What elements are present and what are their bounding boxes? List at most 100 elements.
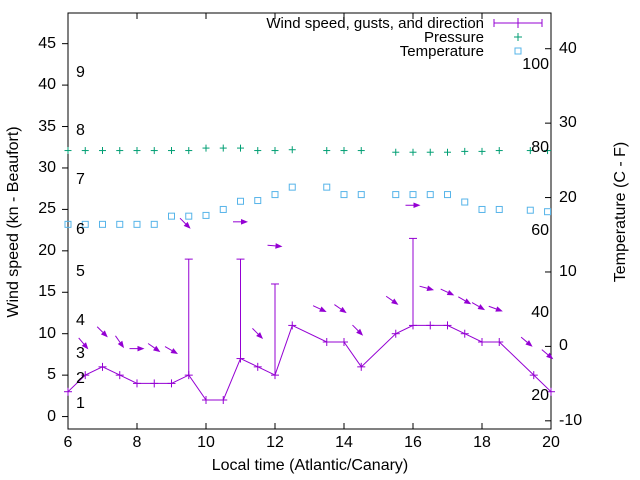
x-tick-label: 8 [132,434,142,451]
temperature-point [288,183,296,191]
y-left-tick-label: 5 [47,366,56,384]
x-tick-label: 10 [197,434,215,451]
fahrenheit-scale-label: 80 [531,138,549,156]
wind-direction-arrow-icon [183,221,191,229]
legend-row-temperature: Temperature [266,42,544,60]
wind-direction-arrow-shaft [385,295,393,302]
wind-direction-arrow-shaft [267,244,276,247]
y-right-tick-label: 10 [559,262,577,280]
y-left-tick-label: 40 [38,76,56,94]
wind-direction-arrow-icon [275,243,283,249]
wind-direction-arrow-icon [413,202,421,209]
wind-direction-arrow-icon [446,289,455,296]
temperature-point [237,197,244,205]
temperature-point [168,212,175,220]
temperature-point [133,220,141,228]
plot-area [62,12,555,430]
wind-direction-arrow-shaft [179,217,187,225]
wind-direction-arrow-shaft [440,288,449,293]
beaufort-scale-label: 8 [76,121,85,139]
wind-direction-arrow-shaft [471,302,480,308]
wind-direction-arrow-shaft [520,336,528,343]
temperature-point [426,191,434,199]
temperature-point [99,220,106,228]
wind-direction-arrow-icon [339,306,347,314]
wind-direction-arrow-icon [100,330,108,338]
beaufort-scale-label: 7 [76,171,85,189]
wind-direction-arrow-shaft [419,285,428,289]
wind-direction-arrow-icon [256,332,264,340]
temperature-point [219,205,227,213]
wind-direction-arrow-shaft [164,346,173,351]
legend-sample-pressure-icon [492,31,544,43]
y-right-tick-label: 40 [559,39,577,57]
temperature-point [340,191,348,199]
beaufort-scale-label: 9 [76,63,85,81]
wind-direction-arrow-shaft [252,328,259,335]
beaufort-scale-label: 3 [76,345,85,363]
wind-direction-arrow-icon [463,298,472,305]
temperature-point [254,197,262,205]
temperature-point [357,191,365,199]
wind-direction-arrow-icon [391,298,399,305]
x-tick-label: 18 [473,434,491,451]
y-right-tick-label: 30 [559,114,577,132]
wind-direction-arrow-shaft [312,305,321,310]
wind-direction-arrow-icon [137,345,145,352]
temperature-point [64,220,72,228]
temperature-point [202,211,210,219]
wind-direction-arrow-icon [241,219,248,225]
wind-direction-arrow-icon [525,340,533,347]
y-axis-right-title: Temperature (C - F) [612,141,629,283]
wind-direction-arrow-shaft [352,324,359,332]
wind-direction-arrow-icon [495,306,503,312]
wind-direction-arrow-icon [356,328,364,336]
legend-sample-wind-icon [492,17,544,29]
x-tick-label: 20 [542,434,560,451]
fahrenheit-scale-label: 40 [531,304,549,322]
temperature-point [271,191,279,199]
y-left-tick-label: 20 [38,241,56,259]
wind-direction-arrow-shaft [115,335,121,343]
temperature-point [495,205,503,213]
legend-label-temperature: Temperature [399,42,484,60]
legend-square-icon [514,47,522,55]
temperature-point [526,206,534,214]
wind-direction-arrow-icon [153,345,161,353]
x-tick-label: 14 [335,434,353,451]
y-axis-left-title: Wind speed (kn - Beaufort) [5,126,22,318]
fahrenheit-scale-label: 60 [531,221,549,239]
wind-direction-arrow-icon [426,285,435,291]
temperature-point [116,220,124,228]
y-left-tick-label: 0 [47,407,56,425]
wind-direction-arrow-icon [81,342,89,350]
wind-direction-arrow-icon [319,306,327,313]
y-left-tick-label: 10 [38,324,56,342]
fahrenheit-scale-label: 100 [522,56,549,74]
y-left-tick-label: 15 [38,283,56,301]
legend-row-wind: Wind speed, gusts, and direction [266,14,544,32]
beaufort-scale-label: 5 [76,262,85,280]
y-left-tick-label: 45 [38,34,56,52]
temperature-point [478,205,486,213]
y-left-tick-label: 35 [38,117,56,135]
beaufort-scale-label: 1 [76,395,85,413]
beaufort-scale-label: 2 [76,370,85,388]
wind-direction-arrow-shaft [78,337,85,345]
temperature-point [185,212,193,220]
fahrenheit-scale-label: 20 [531,387,549,404]
x-tick-label: 6 [63,434,73,451]
legend-label-pressure: Pressure [423,28,484,46]
beaufort-scale-label: 4 [76,312,85,330]
temperature-point [444,191,451,199]
legend-sample-temperature-icon [492,45,544,57]
wind-direction-arrow-icon [546,352,554,360]
wind-speed-line [67,324,552,401]
wind-direction-arrow-shaft [541,349,549,356]
x-axis-title: Local time (Atlantic/Canary) [211,457,409,474]
legend-label-wind: Wind speed, gusts, and direction [266,14,484,32]
legend-row-pressure: Pressure [266,28,544,46]
x-tick-label: 12 [266,434,284,451]
temperature-point [461,198,469,206]
